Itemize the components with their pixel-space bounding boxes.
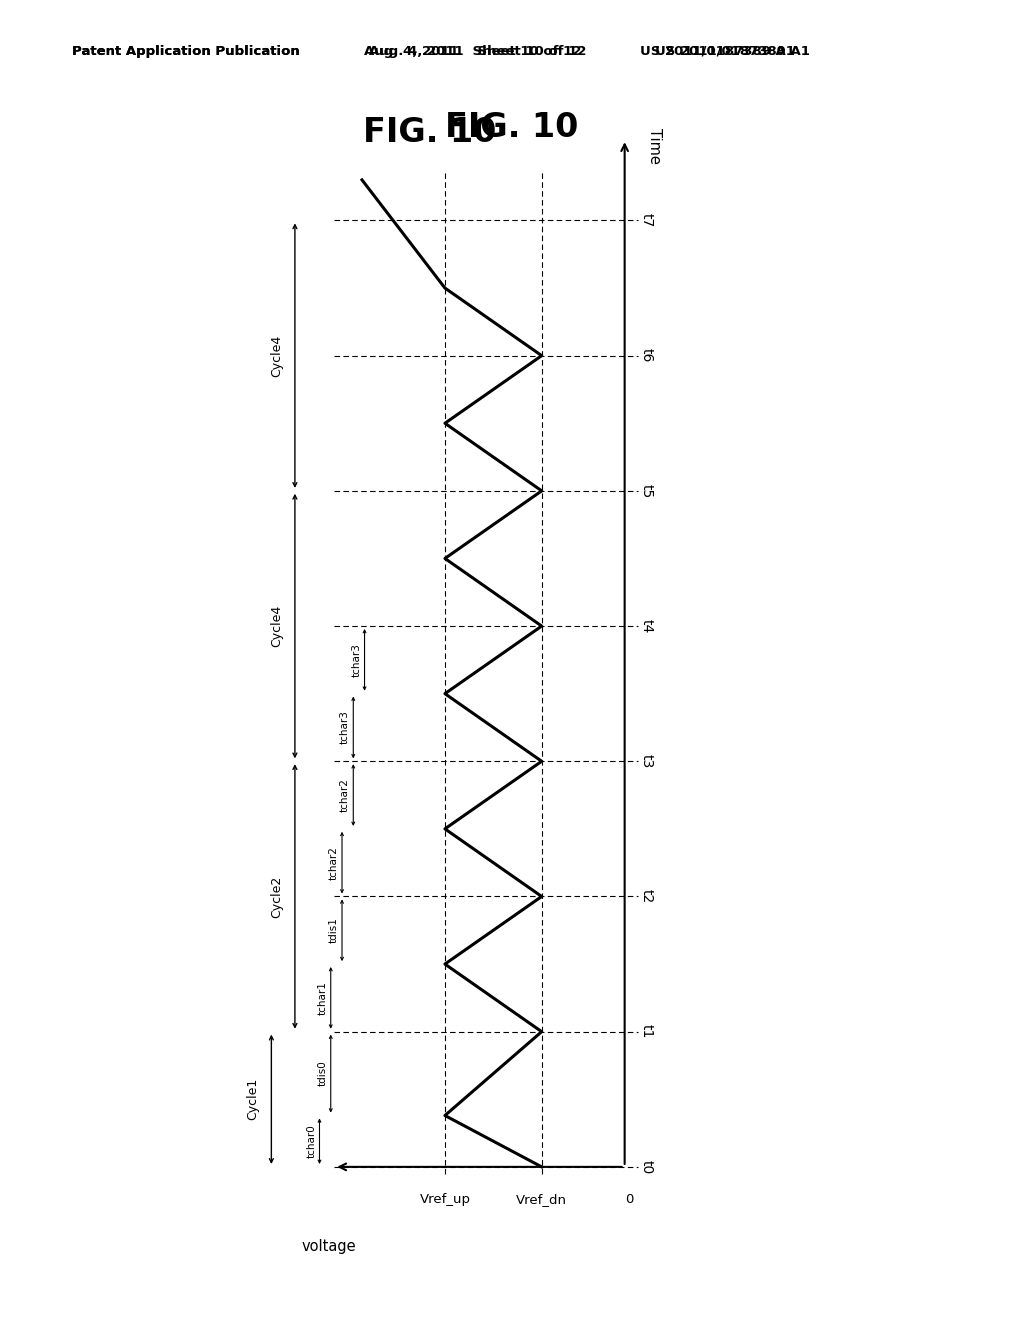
Text: Cycle1: Cycle1 [247, 1078, 259, 1121]
Text: tchar2: tchar2 [340, 777, 350, 812]
Text: voltage: voltage [302, 1239, 356, 1254]
Text: Cycle2: Cycle2 [270, 875, 283, 917]
Text: Cycle4: Cycle4 [270, 334, 283, 376]
Text: tchar3: tchar3 [340, 710, 350, 744]
Text: t1: t1 [640, 1024, 654, 1039]
Text: 0: 0 [626, 1193, 634, 1206]
Text: t0: t0 [640, 1160, 654, 1173]
Text: tchar3: tchar3 [351, 643, 361, 677]
Text: Patent Application Publication: Patent Application Publication [72, 45, 299, 58]
Text: US 2011/0187389 A1: US 2011/0187389 A1 [640, 45, 795, 58]
Text: Time: Time [647, 128, 663, 164]
Text: Vref_up: Vref_up [420, 1193, 470, 1206]
Text: tchar2: tchar2 [329, 846, 339, 879]
Text: tdis1: tdis1 [329, 917, 339, 944]
Text: Patent Application Publication: Patent Application Publication [72, 45, 299, 58]
Text: tdis0: tdis0 [317, 1061, 328, 1086]
Text: t6: t6 [640, 348, 654, 363]
Text: FIG. 10: FIG. 10 [364, 116, 497, 149]
Text: t5: t5 [640, 483, 654, 498]
Text: Cycle4: Cycle4 [270, 605, 283, 647]
Text: Vref_dn: Vref_dn [516, 1193, 567, 1206]
Text: Aug. 4, 2011   Sheet 10 of 12: Aug. 4, 2011 Sheet 10 of 12 [369, 45, 586, 58]
Text: tchar0: tchar0 [306, 1125, 316, 1158]
Text: FIG. 10: FIG. 10 [445, 111, 579, 144]
Text: t3: t3 [640, 754, 654, 768]
Text: t4: t4 [640, 619, 654, 634]
Text: Aug. 4, 2011   Sheet 10 of 12: Aug. 4, 2011 Sheet 10 of 12 [364, 45, 581, 58]
Text: US 2011/0187389 A1: US 2011/0187389 A1 [655, 45, 810, 58]
Text: tchar1: tchar1 [317, 981, 328, 1015]
Text: t2: t2 [640, 890, 654, 904]
Text: t7: t7 [640, 214, 654, 227]
